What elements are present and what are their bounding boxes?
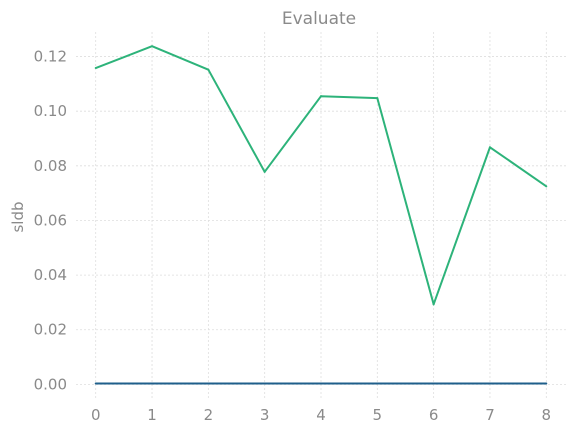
y-tick-label: 0.00 (34, 375, 67, 393)
y-tick-label: 0.12 (34, 48, 67, 66)
series-1-point (207, 382, 210, 385)
series-0-point (376, 97, 379, 100)
y-tick-label: 0.10 (34, 102, 67, 120)
x-tick-label: 1 (147, 406, 157, 424)
x-tick-label: 3 (260, 406, 270, 424)
series-1-point (94, 382, 97, 385)
series-0-point (151, 45, 154, 48)
x-tick-label: 7 (485, 406, 495, 424)
series-1-point (151, 382, 154, 385)
chart-title: Evaluate (282, 9, 356, 29)
y-tick-label: 0.08 (34, 157, 67, 175)
x-tick-label: 2 (204, 406, 214, 424)
series-0-point (94, 67, 97, 70)
series-0-point (207, 68, 210, 71)
x-axis-ticks: 0 1 2 3 4 5 6 7 8 (91, 406, 551, 424)
x-tick-label: 5 (373, 406, 383, 424)
series-layer (94, 45, 548, 385)
x-tick-label: 6 (429, 406, 439, 424)
series-1-point (376, 382, 379, 385)
series-1-point (432, 382, 435, 385)
series-0-point (432, 303, 435, 306)
x-tick-label: 4 (316, 406, 326, 424)
x-tick-label: 8 (542, 406, 552, 424)
series-0-point (545, 185, 548, 188)
y-tick-label: 0.02 (34, 321, 67, 339)
series-0-point (488, 146, 491, 149)
y-tick-label: 0.04 (34, 266, 67, 284)
series-0-point (320, 95, 322, 98)
y-axis-ticks: 0.00 0.02 0.04 0.06 0.08 0.10 0.12 (34, 48, 67, 394)
series-0-point (263, 170, 266, 173)
series-1-point (545, 382, 548, 385)
y-axis-label: sldb (9, 201, 27, 232)
series-1-point (488, 382, 491, 385)
x-tick-label: 0 (91, 406, 101, 424)
series-1-point (263, 382, 266, 385)
grid (76, 32, 566, 398)
y-tick-label: 0.06 (34, 211, 67, 229)
series-1-point (320, 382, 322, 385)
